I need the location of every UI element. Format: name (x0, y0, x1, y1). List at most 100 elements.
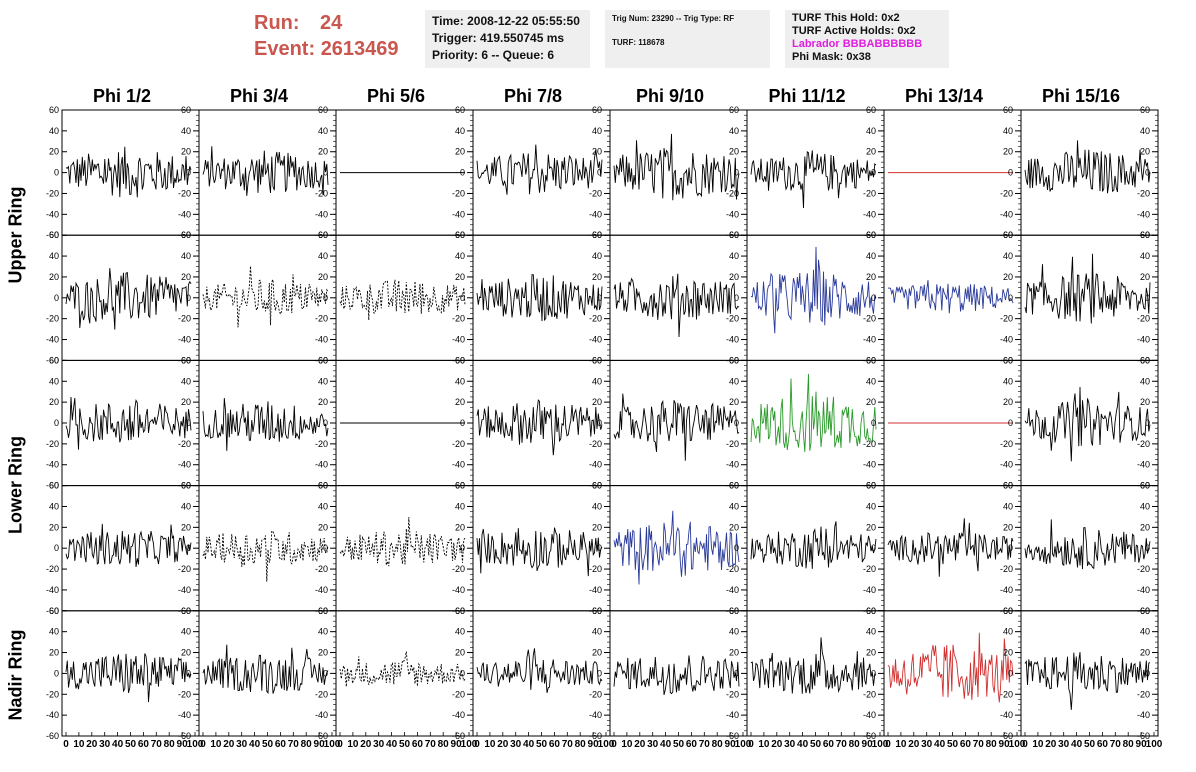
y-tick-label: 60 (181, 105, 191, 115)
event-value: 2613469 (320, 38, 399, 60)
y-tick-label: 40 (455, 376, 465, 386)
trig-num-line: Trig Num: 23290 -- Trig Type: RF (612, 14, 735, 23)
y-tick-label: -40 (178, 460, 191, 470)
y-tick-label: 60 (592, 481, 602, 491)
x-tick-label: 20 (223, 739, 235, 750)
y-tick-label: 60 (1003, 481, 1013, 491)
y-tick-label: -40 (1000, 335, 1013, 345)
y-axis-label-left: 20 (49, 272, 59, 282)
y-tick-label: 0 (1008, 168, 1013, 178)
trace (476, 648, 603, 694)
y-tick-label: -20 (1137, 314, 1150, 324)
y-axis-label-left: 20 (49, 648, 59, 658)
y-tick-label: 40 (181, 126, 191, 136)
y-tick-label: 40 (729, 126, 739, 136)
y-axis-label-left: -60 (46, 230, 59, 240)
y-axis-label-left: 40 (49, 376, 59, 386)
y-tick-label: 20 (1140, 147, 1150, 157)
y-tick-label: 0 (597, 543, 602, 553)
y-tick-label: -60 (178, 731, 191, 741)
y-axis-label-left: -20 (46, 689, 59, 699)
y-axis-label-left: -20 (46, 439, 59, 449)
x-tick-label: 60 (138, 739, 150, 750)
trace (750, 150, 877, 209)
x-tick-label: 90 (725, 739, 737, 750)
y-tick-label: -20 (452, 188, 465, 198)
y-tick-label: 60 (1140, 606, 1150, 616)
x-tick-label: 30 (784, 739, 796, 750)
x-tick-label: 70 (1110, 739, 1122, 750)
y-tick-label: 60 (592, 105, 602, 115)
y-tick-label: 0 (734, 293, 739, 303)
trace (202, 398, 329, 451)
x-tick-label: 0 (337, 739, 343, 750)
x-tick-label: 50 (262, 739, 274, 750)
y-tick-label: 60 (181, 230, 191, 240)
y-tick-label: -40 (315, 335, 328, 345)
trace (202, 644, 329, 694)
trace (65, 396, 192, 450)
y-tick-label: -20 (315, 564, 328, 574)
y-tick-label: 60 (318, 105, 328, 115)
y-tick-label: 40 (1140, 627, 1150, 637)
y-tick-label: -60 (1137, 731, 1150, 741)
y-tick-label: 40 (729, 376, 739, 386)
y-tick-label: 20 (1140, 522, 1150, 532)
y-axis-label-left: 60 (49, 606, 59, 616)
trace (65, 268, 192, 330)
x-tick-label: 40 (660, 739, 672, 750)
y-tick-label: 40 (1003, 251, 1013, 261)
x-tick-label: 100 (598, 739, 615, 750)
y-tick-label: 20 (1003, 648, 1013, 658)
y-tick-label: 20 (181, 272, 191, 282)
y-tick-label: 60 (1140, 481, 1150, 491)
y-tick-label: 0 (1145, 418, 1150, 428)
y-tick-label: 0 (1145, 293, 1150, 303)
y-tick-label: 0 (186, 668, 191, 678)
x-tick-label: 10 (484, 739, 496, 750)
y-tick-label: 0 (597, 168, 602, 178)
y-tick-label: 60 (181, 606, 191, 616)
trace (1024, 253, 1151, 324)
x-tick-label: 70 (836, 739, 848, 750)
x-tick-label: 50 (536, 739, 548, 750)
y-tick-label: -40 (726, 460, 739, 470)
x-tick-label: 60 (549, 739, 561, 750)
x-tick-label: 0 (1022, 739, 1028, 750)
y-tick-label: 60 (1003, 606, 1013, 616)
y-tick-label: -40 (178, 710, 191, 720)
trace (887, 632, 1014, 703)
x-tick-label: 60 (1097, 739, 1109, 750)
y-tick-label: -20 (863, 564, 876, 574)
y-tick-label: 0 (871, 418, 876, 428)
y-tick-label: -60 (726, 731, 739, 741)
x-tick-label: 0 (63, 739, 69, 750)
y-tick-label: 0 (186, 293, 191, 303)
trace (476, 274, 603, 322)
y-tick-label: 60 (729, 105, 739, 115)
y-tick-label: 20 (866, 397, 876, 407)
y-tick-label: 60 (866, 606, 876, 616)
x-tick-label: 30 (373, 739, 385, 750)
y-tick-label: -40 (863, 209, 876, 219)
x-tick-label: 60 (412, 739, 424, 750)
y-tick-label: 0 (460, 293, 465, 303)
y-tick-label: 0 (1008, 668, 1013, 678)
x-tick-label: 30 (99, 739, 111, 750)
y-tick-label: 40 (181, 376, 191, 386)
trigger-line: Trigger: 419.550745 ms (432, 31, 565, 45)
x-tick-label: 40 (934, 739, 946, 750)
x-tick-label: 10 (347, 739, 359, 750)
labrador-status: Labrador BBBABBBBBB (792, 38, 923, 50)
x-tick-label: 100 (735, 739, 752, 750)
